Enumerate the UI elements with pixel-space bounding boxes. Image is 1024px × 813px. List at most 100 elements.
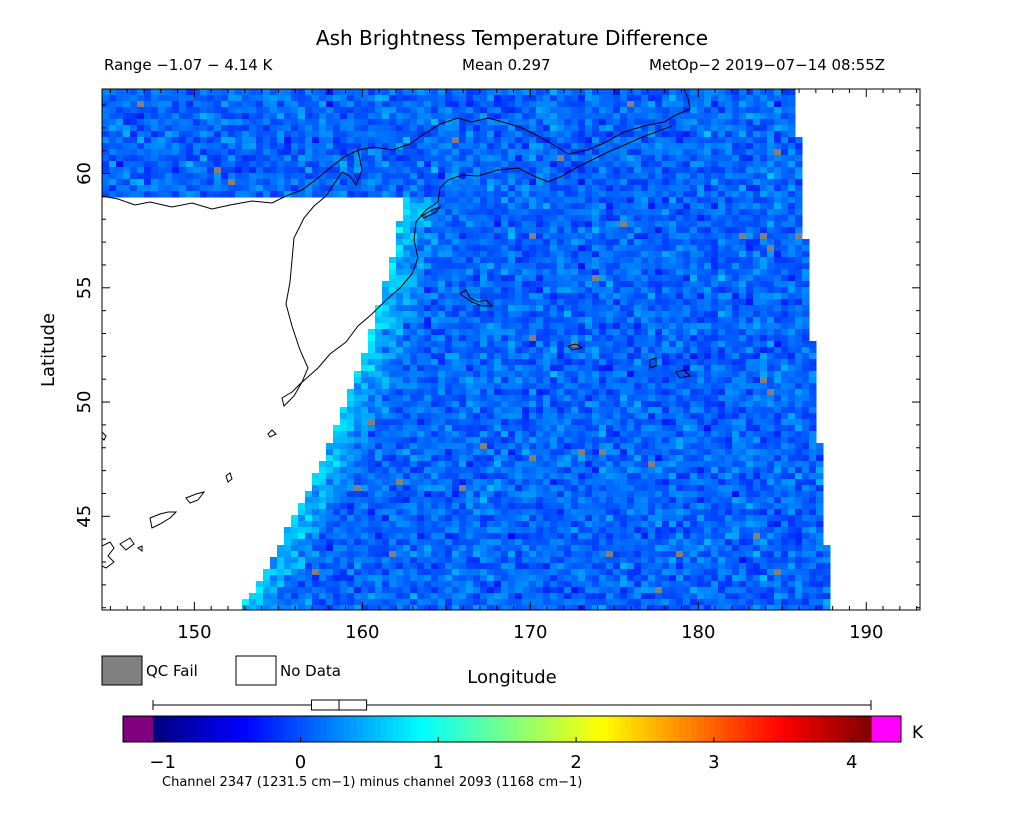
heatmap-cell	[221, 113, 229, 120]
heatmap-cell	[466, 239, 474, 246]
heatmap-cell	[417, 245, 425, 252]
heatmap-cell	[459, 149, 467, 156]
heatmap-cell	[200, 95, 208, 102]
heatmap-cell	[669, 233, 677, 240]
heatmap-cell	[781, 353, 789, 360]
heatmap-cell	[627, 167, 635, 174]
heatmap-cell	[620, 167, 628, 174]
heatmap-cell	[641, 383, 649, 390]
heatmap-cell	[669, 167, 677, 174]
heatmap-cell	[312, 485, 320, 492]
heatmap-cell	[536, 485, 544, 492]
heatmap-cell	[634, 203, 642, 210]
heatmap-cell	[473, 353, 481, 360]
heatmap-cell	[361, 191, 369, 198]
heatmap-cell	[529, 125, 537, 132]
heatmap-cell	[445, 437, 453, 444]
heatmap-cell	[431, 311, 439, 318]
heatmap-cell	[354, 149, 362, 156]
heatmap-cell	[459, 479, 467, 486]
heatmap-cell	[459, 287, 467, 294]
heatmap-cell	[144, 179, 152, 186]
heatmap-cell	[634, 365, 642, 372]
heatmap-cell	[697, 407, 705, 414]
heatmap-cell	[564, 239, 572, 246]
heatmap-cell	[473, 413, 481, 420]
heatmap-cell	[788, 161, 796, 168]
heatmap-cell	[515, 401, 523, 408]
heatmap-cell	[298, 161, 306, 168]
heatmap-cell	[417, 329, 425, 336]
heatmap-cell	[669, 143, 677, 150]
heatmap-cell	[648, 221, 656, 228]
heatmap-cell	[480, 125, 488, 132]
heatmap-cell	[508, 221, 516, 228]
heatmap-cell	[508, 95, 516, 102]
heatmap-cell	[515, 263, 523, 270]
heatmap-cell	[809, 431, 817, 438]
heatmap-cell	[494, 251, 502, 258]
heatmap-cell	[669, 383, 677, 390]
heatmap-cell	[564, 365, 572, 372]
heatmap-cell	[298, 155, 306, 162]
heatmap-cell	[795, 365, 803, 372]
heatmap-cell	[739, 173, 747, 180]
heatmap-cell	[445, 125, 453, 132]
heatmap-cell	[389, 305, 397, 312]
heatmap-cell	[732, 281, 740, 288]
heatmap-cell	[557, 371, 565, 378]
heatmap-cell	[732, 371, 740, 378]
heatmap-cell	[284, 143, 292, 150]
heatmap-cell	[690, 419, 698, 426]
heatmap-cell	[508, 353, 516, 360]
heatmap-cell	[536, 227, 544, 234]
heatmap-cell	[361, 431, 369, 438]
heatmap-cell	[571, 221, 579, 228]
heatmap-cell	[592, 449, 600, 456]
heatmap-cell	[382, 395, 390, 402]
heatmap-cell	[452, 371, 460, 378]
heatmap-cell	[480, 359, 488, 366]
heatmap-cell	[606, 413, 614, 420]
heatmap-cell	[662, 467, 670, 474]
heatmap-cell	[109, 179, 117, 186]
heatmap-cell	[396, 293, 404, 300]
heatmap-cell	[319, 473, 327, 480]
heatmap-cell	[494, 347, 502, 354]
heatmap-cell	[543, 203, 551, 210]
heatmap-cell	[781, 287, 789, 294]
heatmap-cell	[165, 185, 173, 192]
heatmap-cell	[452, 275, 460, 282]
heatmap-cell	[683, 215, 691, 222]
heatmap-cell	[466, 443, 474, 450]
heatmap-cell	[494, 329, 502, 336]
heatmap-cell	[564, 299, 572, 306]
heatmap-cell	[802, 257, 810, 264]
heatmap-cell	[718, 251, 726, 258]
heatmap-cell	[452, 155, 460, 162]
heatmap-cell	[466, 179, 474, 186]
heatmap-cell	[634, 431, 642, 438]
heatmap-cell	[389, 491, 397, 498]
heatmap-cell	[389, 155, 397, 162]
heatmap-cell	[774, 413, 782, 420]
heatmap-cell	[473, 323, 481, 330]
heatmap-cell	[487, 251, 495, 258]
heatmap-cell	[571, 137, 579, 144]
heatmap-cell	[270, 119, 278, 126]
heatmap-cell	[676, 143, 684, 150]
heatmap-cell	[781, 395, 789, 402]
heatmap-cell	[431, 107, 439, 114]
heatmap-cell	[123, 107, 131, 114]
heatmap-cell	[739, 473, 747, 480]
heatmap-cell	[606, 269, 614, 276]
heatmap-cell	[424, 137, 432, 144]
heatmap-cell	[725, 359, 733, 366]
heatmap-cell	[592, 395, 600, 402]
heatmap-cell	[438, 389, 446, 396]
heatmap-cell	[487, 311, 495, 318]
heatmap-cell	[361, 107, 369, 114]
heatmap-cell	[802, 425, 810, 432]
heatmap-cell	[186, 131, 194, 138]
heatmap-cell	[284, 155, 292, 162]
